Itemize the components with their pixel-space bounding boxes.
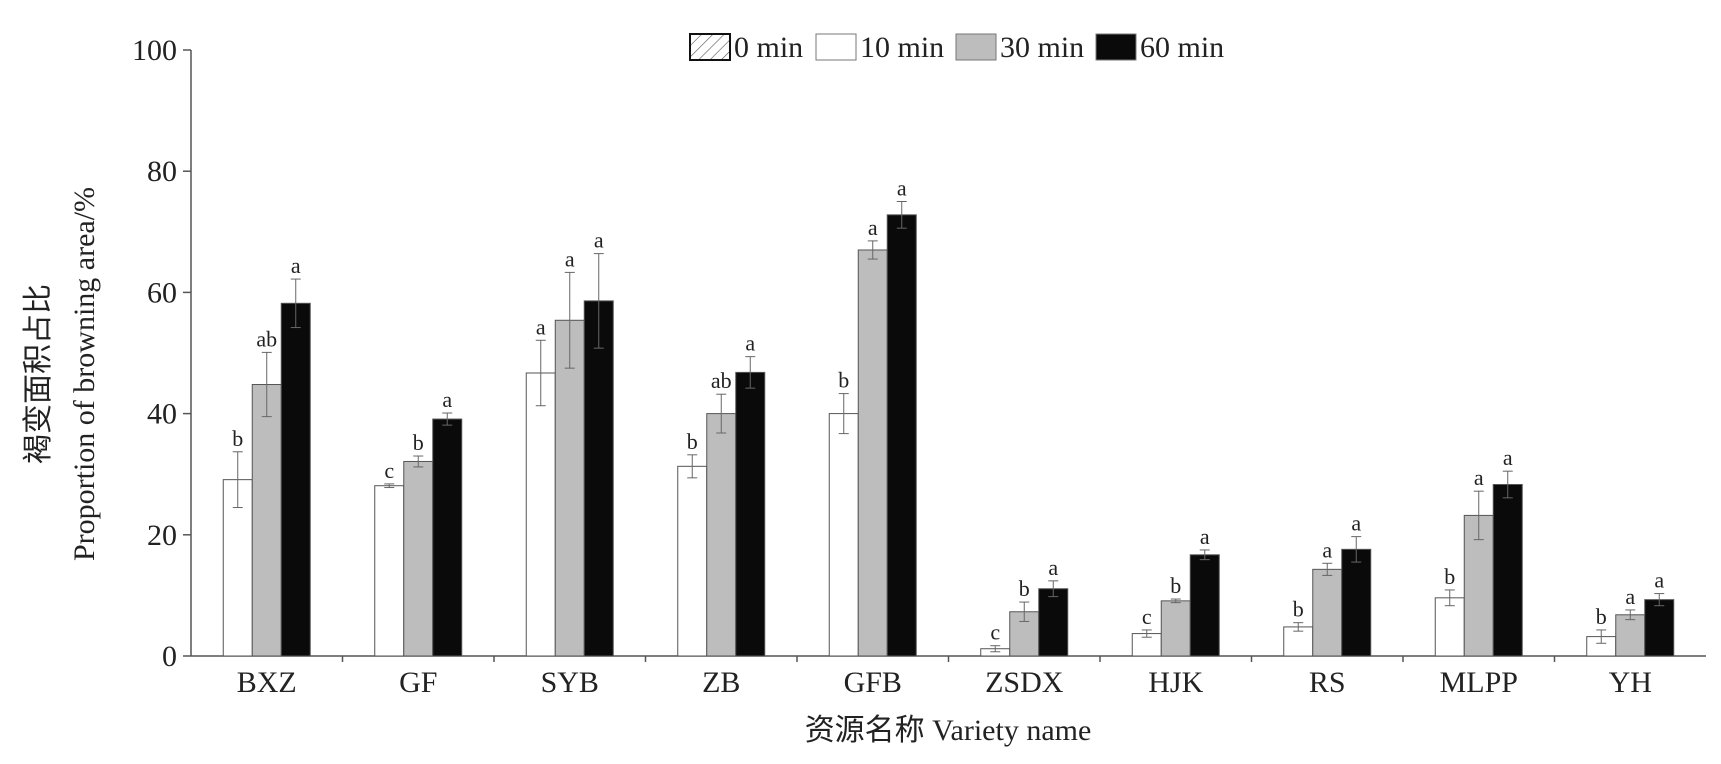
- bar: [735, 371, 766, 657]
- significance-label: a: [594, 228, 604, 253]
- y-tick-label: 40: [147, 398, 177, 431]
- x-category-label: SYB: [541, 666, 599, 699]
- legend-swatch: [689, 33, 731, 61]
- legend-swatch: [815, 33, 857, 61]
- x-category-label: GFB: [844, 666, 902, 699]
- bar: [403, 460, 434, 657]
- x-category-label: MLPP: [1440, 666, 1518, 699]
- significance-label: b: [838, 368, 849, 393]
- y-tick-label: 60: [147, 276, 177, 309]
- significance-label: b: [1019, 576, 1030, 601]
- significance-label: a: [868, 215, 878, 240]
- bar: [1038, 588, 1069, 657]
- significance-label: a: [1654, 568, 1664, 593]
- bar: [706, 413, 737, 657]
- significance-label: a: [442, 387, 452, 412]
- y-tick-label: 80: [147, 155, 177, 188]
- y-axis-title-cn: 褐变面积占比: [22, 284, 55, 464]
- y-tick-label: 100: [132, 34, 177, 67]
- legend-swatch: [1095, 33, 1137, 61]
- bar: [1615, 614, 1646, 657]
- bar: [554, 319, 585, 657]
- x-axis-title: 资源名称 Variety name: [805, 714, 1092, 747]
- significance-label: a: [1048, 555, 1058, 580]
- significance-label: c: [990, 620, 1000, 645]
- legend: 0 min 10 min 30 min 60 min: [689, 31, 1224, 64]
- x-category-label: ZSDX: [985, 666, 1064, 699]
- significance-label: a: [897, 176, 907, 201]
- bar: [374, 485, 405, 657]
- significance-label: a: [291, 253, 301, 278]
- bar: [1463, 514, 1494, 657]
- x-category-label: BXZ: [237, 666, 297, 699]
- x-axis-categories: BXZ GF SYB ZB GFB ZSDX HJK RS MLPP YH: [237, 656, 1652, 699]
- significance-label: a: [1322, 537, 1332, 562]
- bar: [280, 302, 311, 657]
- error-bars-layer: [232, 201, 1665, 653]
- legend-label: 10 min: [860, 31, 944, 64]
- bar: [677, 465, 708, 657]
- x-category-label: RS: [1309, 666, 1346, 699]
- bar: [828, 413, 859, 657]
- significance-label: ab: [711, 368, 732, 393]
- significance-label: a: [745, 331, 755, 356]
- bar: [583, 300, 614, 657]
- bar: [1644, 599, 1675, 657]
- significance-label: a: [536, 314, 546, 339]
- bar: [525, 372, 556, 657]
- bar: [251, 384, 282, 657]
- bar: [1283, 626, 1314, 657]
- significance-label: b: [232, 426, 243, 451]
- significance-label: c: [1142, 604, 1152, 629]
- bar: [857, 249, 888, 657]
- significance-label: a: [1200, 524, 1210, 549]
- bar: [222, 479, 253, 657]
- bar: [1434, 597, 1465, 657]
- significance-label: b: [687, 429, 698, 454]
- significance-label: a: [1625, 584, 1635, 609]
- x-category-label: HJK: [1148, 666, 1203, 699]
- significance-label: a: [1474, 465, 1484, 490]
- bar: [1312, 568, 1343, 657]
- bar: [432, 418, 463, 657]
- significance-label: b: [413, 430, 424, 455]
- x-category-label: GF: [399, 666, 437, 699]
- legend-label: 30 min: [1000, 31, 1084, 64]
- bar: [1341, 548, 1372, 657]
- significance-label: b: [1596, 604, 1607, 629]
- legend-label: 0 min: [734, 31, 803, 64]
- significance-label: ab: [256, 326, 277, 351]
- significance-label: a: [1503, 445, 1513, 470]
- bars-layer: [222, 214, 1675, 657]
- significance-label: c: [384, 458, 394, 483]
- y-axis-title-en: Proportion of browning area/%: [68, 187, 101, 561]
- y-tick-label: 0: [162, 640, 177, 673]
- bar: [1492, 484, 1523, 657]
- bar: [1189, 554, 1220, 657]
- significance-label: b: [1170, 573, 1181, 598]
- legend-swatch: [955, 33, 997, 61]
- x-category-label: YH: [1609, 666, 1652, 699]
- bar: [1160, 600, 1191, 657]
- bar: [886, 214, 917, 657]
- x-category-label: ZB: [702, 666, 740, 699]
- y-tick-label: 20: [147, 519, 177, 552]
- y-axis-ticks: 0 20 40 60 80 100: [132, 34, 191, 673]
- significance-label: a: [565, 246, 575, 271]
- legend-label: 60 min: [1140, 31, 1224, 64]
- significance-label: b: [1293, 597, 1304, 622]
- significance-label: a: [1351, 511, 1361, 536]
- significance-label: b: [1444, 564, 1455, 589]
